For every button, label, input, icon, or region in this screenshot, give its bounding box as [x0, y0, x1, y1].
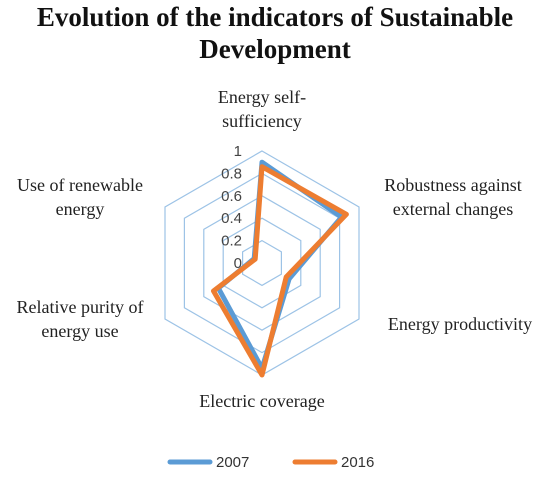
axis-label-5-line-0: Use of renewable [17, 175, 143, 195]
axis-label-4-line-0: Relative purity of [17, 297, 144, 317]
legend: 2007 2016 [167, 454, 374, 471]
axis-label-4-line-1: energy use [41, 321, 118, 341]
chart-title: Evolution of the indicators of Sustainab… [37, 2, 513, 64]
axis-labels: Energy self-sufficiency Robustness agains… [17, 87, 533, 411]
axis-label-5-line-1: energy [56, 199, 105, 219]
tick-label-4: 0.8 [221, 165, 242, 182]
legend-label-2007: 2007 [216, 454, 249, 471]
series-2016-line [211, 164, 349, 378]
axis-label-0-line-1: sufficiency [222, 111, 302, 131]
legend-label-2016: 2016 [341, 454, 374, 471]
axis-label-1-line-0: Robustness against [384, 175, 522, 195]
axis-label-2-line-0: Energy productivity [388, 314, 532, 334]
tick-label-1: 0.2 [221, 233, 242, 250]
axis-label-5: Use of renewable energy [17, 175, 143, 219]
grid-ring-2 [222, 217, 302, 309]
tick-label-0: 0 [234, 255, 242, 272]
axis-label-1: Robustness against external changes [384, 175, 522, 219]
axis-label-3-line-0: Electric coverage [199, 391, 324, 411]
axis-label-4: Relative purity of energy use [17, 297, 144, 341]
data-series [211, 159, 349, 378]
tick-label-2: 0.4 [221, 210, 242, 227]
axis-label-3: Electric coverage [199, 391, 324, 411]
axis-label-1-line-1: external changes [393, 199, 513, 219]
tick-label-5: 1 [234, 143, 242, 160]
axis-label-2: Energy productivity [388, 314, 532, 334]
chart-title-line-1: Evolution of the indicators of Sustainab… [37, 2, 513, 32]
chart-title-line-2: Development [199, 34, 350, 64]
tick-label-3: 0.6 [221, 188, 242, 205]
grid-ring-1 [242, 239, 282, 287]
axis-label-0: Energy self-sufficiency [218, 87, 306, 131]
grid-ring-3 [203, 195, 321, 331]
axis-label-0-line-0: Energy self- [218, 87, 306, 107]
tick-labels: 0 0.2 0.4 0.6 0.8 1 [221, 143, 242, 272]
